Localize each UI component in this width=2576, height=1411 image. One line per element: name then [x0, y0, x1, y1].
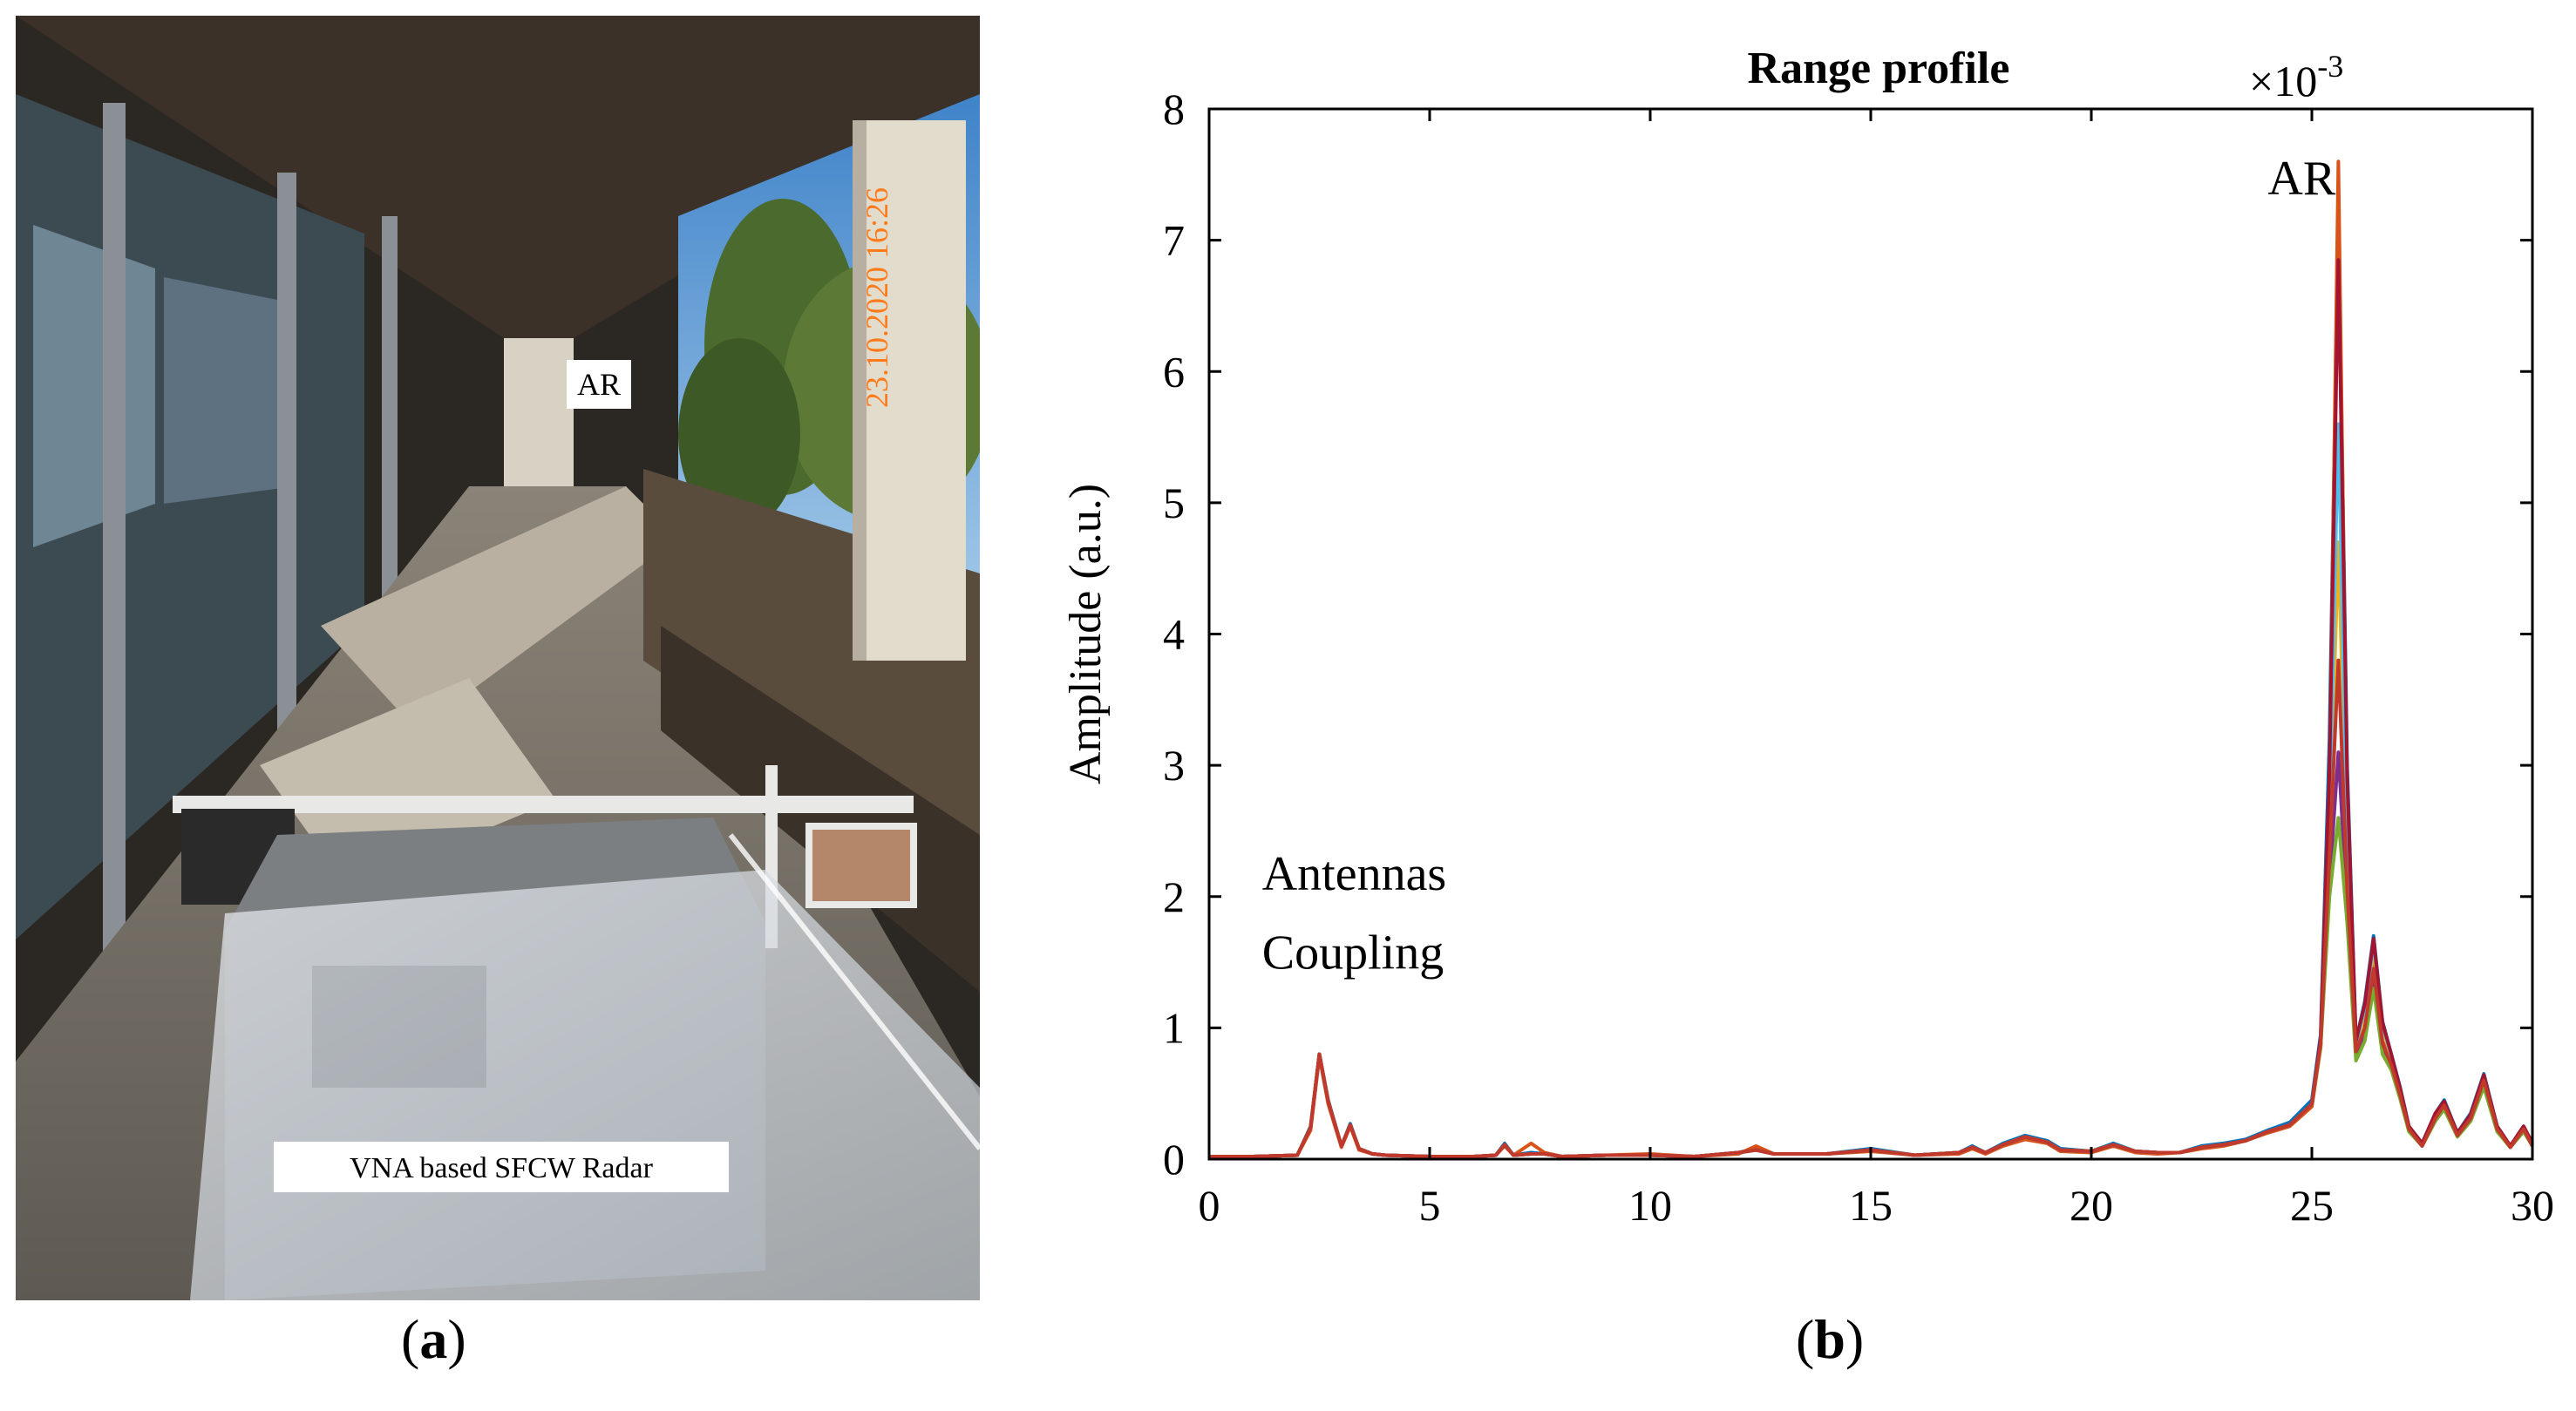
chart-title: Range profile: [1748, 44, 2010, 93]
caption-a: (a): [401, 1307, 466, 1372]
x-tick-label: 15: [1849, 1181, 1893, 1230]
caption-b-close: ): [1845, 1308, 1865, 1370]
y-axis-label: Amplitude (a.u.): [1061, 484, 1111, 784]
x-tick-label: 30: [2511, 1181, 2554, 1230]
y-tick-label: 3: [1163, 741, 1185, 790]
y-multiplier-exponent: -3: [2317, 49, 2343, 84]
y-tick-label: 8: [1163, 85, 1185, 133]
caption-a-open: (: [401, 1308, 420, 1370]
annotation-ar: AR: [2267, 152, 2335, 206]
x-tick-label: 10: [1628, 1181, 1672, 1230]
y-multiplier-base: ×10: [2249, 57, 2317, 105]
x-tick-label: 25: [2290, 1181, 2334, 1230]
series-layer: [1209, 159, 2534, 1158]
range-profile-chart: 0 5 10 15 20 25 30 0 1 2 3 4 5 6 7 8 Range profile Ampl…: [1061, 44, 2554, 1230]
y-axis-multiplier: ×10-3: [2249, 49, 2343, 105]
y-tick-label: 1: [1163, 1003, 1185, 1052]
caption-b-open: (: [1796, 1308, 1815, 1370]
y-tick-label: 5: [1163, 478, 1185, 527]
caption-a-close: ): [447, 1308, 466, 1370]
photo-timestamp: 23.10.2020 16:26: [860, 187, 894, 408]
annotation-layer: AR Antennas Coupling: [1262, 152, 2336, 980]
y-tick-label: 4: [1163, 610, 1185, 659]
corridor-photo: 23.10.2020 16:26 AR VNA based SFCW Radar: [16, 16, 992, 1300]
photo-radar-label: VNA based SFCW Radar: [350, 1152, 654, 1184]
ar-label-box: [567, 360, 631, 409]
caption-b: (b): [1796, 1307, 1864, 1372]
x-tick-label: 20: [2070, 1181, 2113, 1230]
radar-label-box: [274, 1142, 729, 1192]
y-tick-label: 2: [1163, 872, 1185, 921]
y-tick-label: 7: [1163, 216, 1185, 265]
caption-b-letter: b: [1814, 1308, 1845, 1370]
caption-a-letter: a: [419, 1308, 448, 1370]
annotation-antennas: Antennas: [1262, 847, 1447, 901]
series-line-8: [1209, 658, 2534, 1158]
y-tick-label: 0: [1163, 1135, 1185, 1184]
photo-panel: 23.10.2020 16:26 AR VNA based SFCW Radar: [16, 16, 992, 1300]
chart-panel: 0 5 10 15 20 25 30 0 1 2 3 4 5 6 7 8 Range profile Ampl…: [1029, 0, 2576, 1407]
photo-ar-label: AR: [577, 367, 621, 402]
axes-layer: 0 5 10 15 20 25 30 0 1 2 3 4 5 6 7 8: [1163, 85, 2554, 1230]
annotation-coupling: Coupling: [1262, 926, 1444, 980]
x-tick-label: 5: [1419, 1181, 1441, 1230]
x-tick-label: 0: [1199, 1181, 1220, 1230]
y-tick-label: 6: [1163, 347, 1185, 396]
